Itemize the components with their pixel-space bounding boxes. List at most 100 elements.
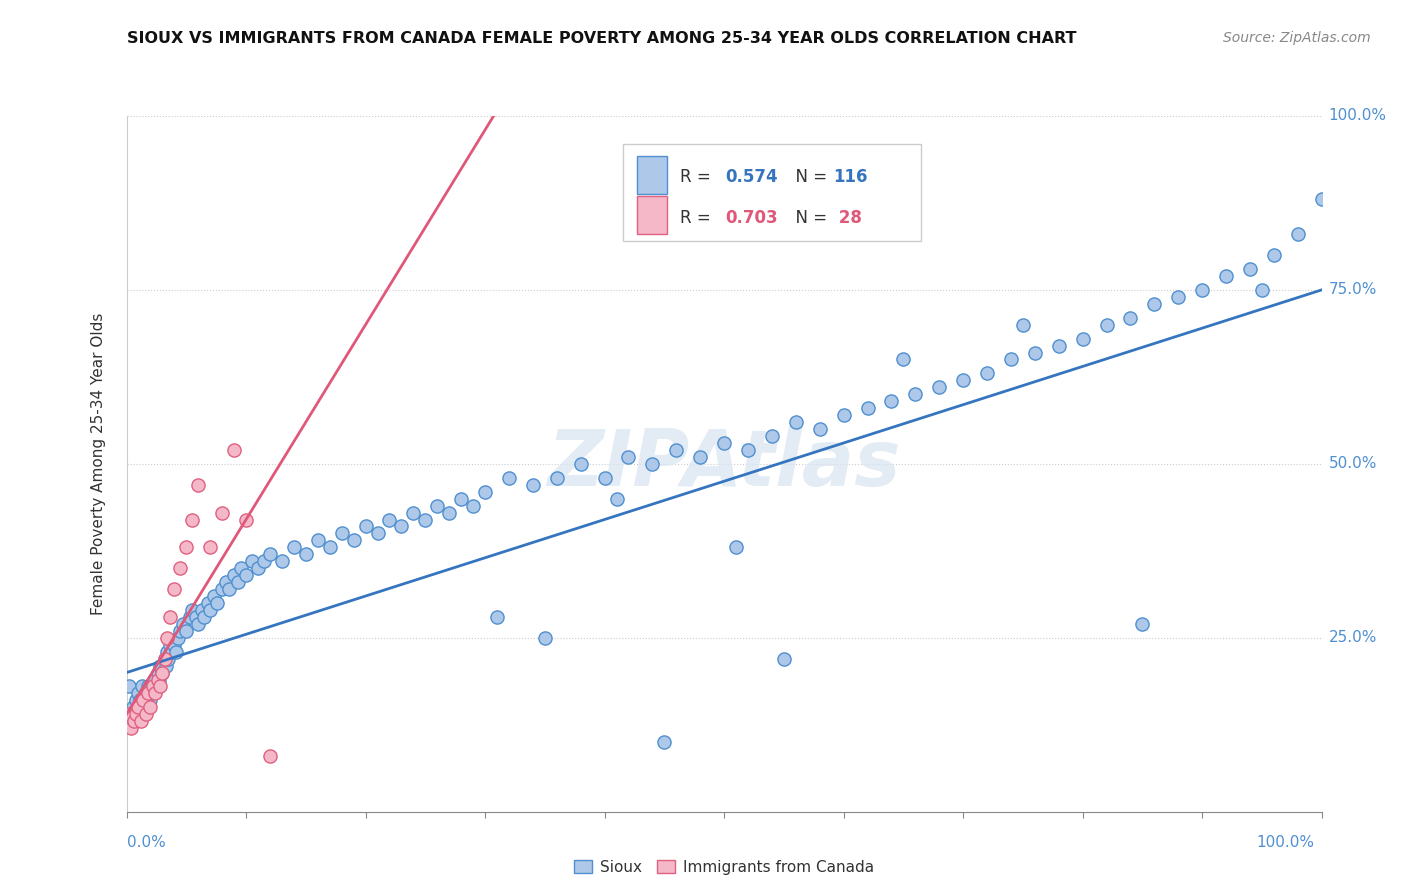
Point	[136, 680, 159, 694]
Point	[1239, 262, 1261, 277]
Point	[593, 471, 616, 485]
Point	[159, 610, 181, 624]
Point	[283, 541, 305, 555]
Point	[200, 603, 222, 617]
Point	[120, 721, 142, 735]
Point	[1215, 268, 1237, 283]
Point	[1130, 616, 1153, 631]
Point	[222, 442, 246, 457]
Point	[169, 624, 191, 638]
Point	[142, 686, 165, 700]
Point	[450, 491, 472, 506]
Point	[713, 436, 735, 450]
Point	[808, 422, 831, 436]
Point	[146, 665, 169, 680]
Point	[184, 610, 207, 624]
Point	[134, 700, 156, 714]
Point	[486, 610, 509, 624]
Point	[139, 693, 162, 707]
Point	[880, 394, 903, 409]
Point	[146, 673, 169, 687]
Point	[121, 700, 143, 714]
Point	[904, 387, 927, 401]
Point	[761, 429, 783, 443]
Point	[193, 610, 215, 624]
Point	[211, 582, 233, 596]
Point	[1286, 227, 1309, 242]
Point	[330, 526, 353, 541]
Text: 50.0%: 50.0%	[1329, 457, 1376, 471]
Point	[737, 442, 759, 457]
Point	[391, 519, 413, 533]
Text: R =: R =	[681, 210, 716, 227]
Point	[522, 477, 544, 491]
Point	[402, 506, 425, 520]
Point	[150, 665, 174, 680]
Point	[122, 714, 145, 729]
Text: 28: 28	[832, 210, 862, 227]
Point	[172, 616, 194, 631]
Point	[546, 471, 568, 485]
Point	[952, 373, 974, 387]
Point	[474, 484, 496, 499]
FancyBboxPatch shape	[637, 196, 666, 235]
Point	[136, 686, 159, 700]
Point	[125, 707, 148, 722]
Text: R =: R =	[681, 169, 716, 186]
Point	[138, 686, 160, 700]
Text: 100.0%: 100.0%	[1329, 109, 1386, 123]
Point	[439, 506, 461, 520]
Point	[533, 631, 555, 645]
Point	[605, 491, 627, 506]
Point	[148, 673, 170, 687]
Point	[976, 367, 998, 381]
Point	[641, 457, 664, 471]
Point	[135, 707, 157, 722]
Point	[142, 680, 165, 694]
Point	[181, 603, 204, 617]
Point	[169, 561, 191, 575]
Point	[132, 693, 155, 707]
Point	[689, 450, 711, 464]
Point	[413, 512, 436, 526]
Point	[156, 631, 179, 645]
Point	[215, 575, 238, 590]
Point	[145, 680, 167, 694]
Point	[498, 471, 520, 485]
Point	[307, 533, 329, 548]
Point	[174, 541, 197, 555]
Point	[155, 658, 177, 673]
Point	[218, 582, 240, 596]
Point	[197, 596, 219, 610]
Point	[366, 526, 388, 541]
Point	[1143, 297, 1166, 311]
Point	[187, 477, 209, 491]
Text: 25.0%: 25.0%	[1329, 631, 1376, 645]
Point	[832, 408, 855, 422]
Point	[240, 554, 263, 568]
Point	[1011, 318, 1033, 332]
Point	[211, 506, 233, 520]
Point	[259, 547, 281, 561]
Text: 116: 116	[832, 169, 868, 186]
Point	[143, 686, 166, 700]
Point	[153, 651, 176, 665]
Point	[135, 693, 157, 707]
Point	[128, 693, 150, 707]
Point	[354, 519, 377, 533]
Point	[1310, 193, 1333, 207]
Point	[247, 561, 270, 575]
Point	[153, 651, 176, 665]
Text: 75.0%: 75.0%	[1329, 283, 1376, 297]
Point	[207, 596, 229, 610]
Point	[270, 554, 294, 568]
Point	[378, 512, 401, 526]
Point	[159, 638, 181, 652]
Point	[725, 541, 748, 555]
Text: 100.0%: 100.0%	[1257, 836, 1315, 850]
Text: N =: N =	[785, 210, 832, 227]
Point	[129, 714, 152, 729]
Point	[426, 499, 449, 513]
Point	[1191, 283, 1213, 297]
Point	[157, 651, 180, 665]
